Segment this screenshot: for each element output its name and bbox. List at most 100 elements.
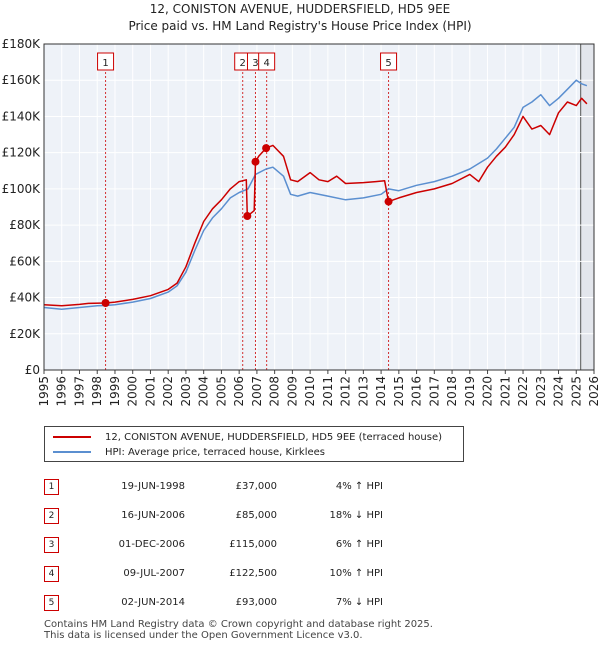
x-tick-group: 2025 (569, 376, 583, 407)
footer-licence: This data is licensed under the Open Gov… (44, 630, 363, 641)
x-tick-label: 2003 (179, 376, 193, 407)
x-tick-group: 2001 (143, 376, 157, 407)
transactions-table: 1 19-JUN-1998 £37,000 4% ↑ HPI 2 16-JUN-2006 £… (44, 472, 383, 617)
footer: Contains HM Land Registry data © Crown c… (44, 619, 433, 641)
x-tick-label: 2019 (463, 376, 477, 407)
x-tick-label: 2024 (552, 376, 566, 407)
x-tick-group: 2026 (587, 376, 600, 407)
x-tick-label: 2010 (303, 376, 317, 407)
x-tick-group: 2013 (356, 376, 370, 407)
x-tick-group: 2009 (285, 376, 299, 407)
sale-point (384, 197, 393, 206)
x-tick-group: 1995 (37, 376, 51, 407)
x-tick-label: 2005 (214, 376, 228, 407)
x-tick-group: 2017 (427, 376, 441, 407)
transaction-price: £85,000 (235, 510, 277, 521)
x-tick-group: 1996 (55, 376, 69, 407)
x-tick-group: 2007 (250, 376, 264, 407)
table-row: 3 01-DEC-2006 £115,000 6% ↑ HPI (44, 530, 383, 559)
x-tick-group: 2010 (303, 376, 317, 407)
y-tick-label: £20K (9, 327, 41, 341)
sale-marker-label: 1 (102, 58, 108, 69)
sale-marker-label: 4 (263, 58, 269, 69)
x-tick-label: 2022 (516, 376, 530, 407)
y-tick-label: £100K (2, 182, 42, 196)
sale-marker-label: 5 (385, 58, 391, 69)
x-tick-label: 2013 (356, 376, 370, 407)
x-tick-group: 2006 (232, 376, 246, 407)
sale-marker-box (97, 52, 115, 71)
x-tick-group: 2020 (481, 376, 495, 407)
x-tick-label: 2023 (534, 376, 548, 407)
x-tick-label: 2016 (410, 376, 424, 407)
x-tick-group: 2014 (374, 376, 388, 407)
y-tick-label: £0 (25, 363, 40, 377)
sale-marker-label: 2 (240, 58, 246, 69)
legend-item-property: 12, CONISTON AVENUE, HUDDERSFIELD, HD5 9… (53, 430, 442, 444)
sale-marker-box (258, 52, 276, 71)
y-tick-label: £120K (2, 146, 42, 160)
transaction-number-badge: 1 (44, 478, 59, 495)
x-tick-group: 2021 (498, 376, 512, 407)
x-tick-group: 2018 (445, 376, 459, 407)
transaction-date: 02-JUN-2014 (121, 597, 185, 608)
table-row: 1 19-JUN-1998 £37,000 4% ↑ HPI (44, 472, 383, 501)
price-chart: £0 £20K £40K £60K £80K £100K £120K £140K £160K £1… (2, 37, 600, 407)
transaction-hpi-change: 6% ↑ HPI (335, 539, 383, 550)
legend-label-hpi: HPI: Average price, terraced house, Kirk… (105, 446, 326, 458)
x-tick-group: 2008 (268, 376, 282, 407)
legend-item-hpi: HPI: Average price, terraced house, Kirk… (53, 445, 325, 459)
transaction-date: 09-JUL-2007 (123, 568, 185, 579)
transaction-hpi-change: 10% ↑ HPI (329, 568, 383, 579)
legend: 12, CONISTON AVENUE, HUDDERSFIELD, HD5 9… (44, 426, 464, 462)
x-tick-label: 2008 (268, 376, 282, 407)
forecast-region (580, 44, 594, 370)
x-tick-group: 2011 (321, 376, 335, 407)
x-tick-group: 2016 (410, 376, 424, 407)
x-tick-group: 2024 (552, 376, 566, 407)
y-tick-label: £60K (9, 254, 41, 268)
x-tick-group: 2002 (161, 376, 175, 407)
table-row: 4 09-JUL-2007 £122,500 10% ↑ HPI (44, 559, 383, 588)
x-tick-group: 2003 (179, 376, 193, 407)
transaction-hpi-change: 4% ↑ HPI (335, 481, 383, 492)
y-tick-label: £160K (2, 73, 42, 87)
transaction-date: 19-JUN-1998 (121, 481, 185, 492)
x-tick-label: 2009 (285, 376, 299, 407)
transaction-number-badge: 2 (44, 507, 59, 524)
chart-subtitle: Price paid vs. HM Land Registry's House … (128, 19, 472, 33)
x-tick-label: 2011 (321, 376, 335, 407)
x-tick-group: 2019 (463, 376, 477, 407)
x-tick-label: 2014 (374, 376, 388, 407)
sale-point (243, 212, 252, 221)
transaction-price: £37,000 (235, 481, 277, 492)
x-tick-group: 1997 (72, 376, 86, 407)
y-tick-label: £80K (9, 218, 41, 232)
x-tick-group: 2005 (214, 376, 228, 407)
x-tick-label: 2015 (392, 376, 406, 407)
x-tick-label: 1999 (108, 376, 122, 407)
x-tick-group: 2004 (197, 376, 211, 407)
plot-area (44, 44, 594, 370)
sale-point (251, 157, 260, 166)
x-tick-label: 2017 (427, 376, 441, 407)
y-tick-label: £180K (2, 37, 42, 51)
x-tick-group: 1999 (108, 376, 122, 407)
transaction-number-badge: 5 (44, 594, 59, 611)
x-tick-label: 2018 (445, 376, 459, 407)
transaction-price: £93,000 (235, 597, 277, 608)
x-tick-label: 2007 (250, 376, 264, 407)
sale-point (101, 298, 110, 307)
x-tick-label: 1995 (37, 376, 51, 407)
chart-title: 12, CONISTON AVENUE, HUDDERSFIELD, HD5 9… (149, 2, 451, 16)
transaction-number-badge: 3 (44, 536, 59, 553)
x-tick-group: 2012 (339, 376, 353, 407)
transaction-date: 01-DEC-2006 (118, 539, 185, 550)
transaction-price: £115,000 (229, 539, 277, 550)
sale-marker-box (380, 52, 398, 71)
x-tick-label: 2006 (232, 376, 246, 407)
plot-border (43, 43, 595, 371)
y-tick-label: £40K (9, 291, 41, 305)
sale-marker-label: 3 (252, 58, 258, 69)
x-tick-group: 2023 (534, 376, 548, 407)
